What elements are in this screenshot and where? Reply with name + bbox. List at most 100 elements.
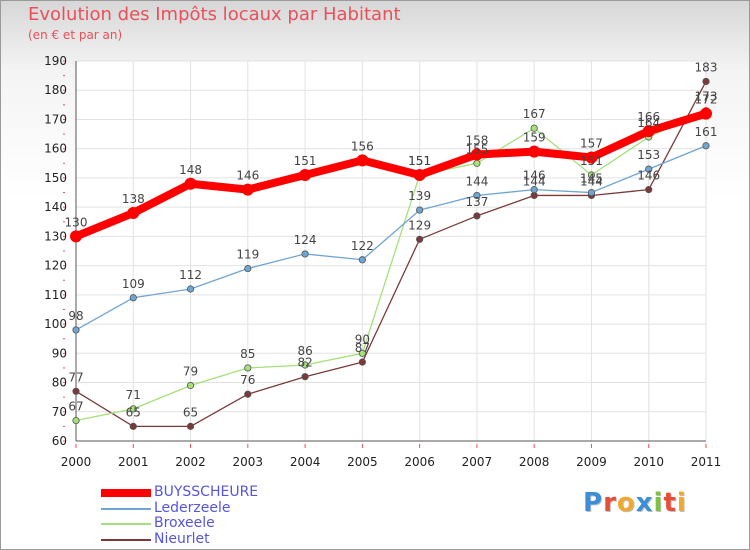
plot-area xyxy=(76,61,706,441)
data-label-lederzeele: 122 xyxy=(351,239,374,253)
series-line-nieurlet xyxy=(75,80,707,428)
chart-title: Evolution des Impôts locaux par Habitant xyxy=(28,4,401,25)
data-label-buysscheure: 151 xyxy=(408,154,431,168)
data-label-buysscheure: 166 xyxy=(637,110,660,124)
y-tick-label: 170 xyxy=(44,112,67,126)
data-point-broxeele xyxy=(587,171,596,179)
chart-subtitle: (en € et par an) xyxy=(28,28,123,42)
legend-swatch xyxy=(101,523,151,525)
data-point-buysscheure xyxy=(299,169,312,181)
data-label-lederzeele: 139 xyxy=(408,189,431,203)
x-tick-label: 2009 xyxy=(576,455,607,469)
data-label-nieurlet: 76 xyxy=(240,373,255,387)
data-label-nieurlet: 129 xyxy=(408,218,431,232)
series-line-buysscheure xyxy=(72,109,710,241)
data-label-buysscheure: 130 xyxy=(65,215,88,229)
data-label-lederzeele: 109 xyxy=(122,277,145,291)
data-point-nieurlet xyxy=(186,422,195,430)
data-label-nieurlet: 65 xyxy=(183,405,198,419)
data-labels: 130 138 148 146 151 156 151 158 159 157 166 172 98 10… xyxy=(65,60,718,419)
data-point-nieurlet xyxy=(416,235,424,243)
data-point-lederzeele xyxy=(587,188,596,197)
data-point-broxeele xyxy=(244,364,252,372)
data-label-lederzeele: 161 xyxy=(695,125,718,139)
logo-letter: r xyxy=(603,488,617,518)
x-tick-label: 2004 xyxy=(290,455,321,469)
data-point-buysscheure xyxy=(70,230,82,243)
data-label-nieurlet: 144 xyxy=(523,174,546,188)
logo-letter: x xyxy=(635,488,654,518)
series-line-lederzeele xyxy=(75,145,707,331)
x-tick-label: 2008 xyxy=(519,455,550,469)
y-tick-label: 90 xyxy=(52,346,67,360)
data-point-broxeele xyxy=(473,159,481,167)
legend-item-buysscheure: BUYSSCHEURE xyxy=(101,484,321,501)
data-label-broxeele: 151 xyxy=(580,154,603,168)
data-label-lederzeele: 124 xyxy=(294,233,317,247)
legend-item-nieurlet: Nieurlet xyxy=(101,531,321,548)
x-tick-label: 2007 xyxy=(462,455,493,469)
data-label-lederzeele: 144 xyxy=(465,174,488,188)
data-label-broxeele: 79 xyxy=(183,364,198,378)
y-tick-label: 190 xyxy=(44,54,67,68)
data-label-buysscheure: 156 xyxy=(351,139,374,153)
grid xyxy=(75,60,707,442)
data-point-nieurlet xyxy=(702,77,710,86)
y-tick-label: 110 xyxy=(44,288,67,302)
x-tick-label: 2010 xyxy=(633,455,664,469)
legend: BUYSSCHEURE Lederzeele Broxeele Nieurlet xyxy=(101,484,321,548)
data-label-buysscheure: 138 xyxy=(122,192,145,206)
logo-letter: o xyxy=(616,488,636,518)
data-point-lederzeele xyxy=(301,250,309,258)
axes: 6070809010011012013014015016017018019020… xyxy=(44,54,721,469)
data-label-broxeele: 155 xyxy=(465,142,488,156)
series-group xyxy=(70,77,712,430)
data-point-nieurlet xyxy=(129,422,137,430)
data-label-nieurlet: 183 xyxy=(695,60,718,74)
data-point-buysscheure xyxy=(184,177,197,190)
data-label-lederzeele: 98 xyxy=(68,309,83,323)
data-point-buysscheure xyxy=(127,207,140,219)
data-point-broxeele xyxy=(301,361,309,369)
data-point-broxeele xyxy=(186,381,195,390)
legend-swatch xyxy=(101,507,151,510)
legend-item-broxeele: Broxeele xyxy=(101,515,321,532)
data-label-lederzeele: 119 xyxy=(236,248,259,262)
data-point-lederzeele xyxy=(645,165,653,173)
logo-letter: P xyxy=(583,488,604,518)
data-point-buysscheure xyxy=(470,148,483,161)
data-point-lederzeele xyxy=(530,186,538,194)
data-point-broxeele xyxy=(530,124,538,132)
y-tick-label: 120 xyxy=(44,259,67,273)
data-point-buysscheure xyxy=(413,169,426,181)
proxiti-logo: Proxiti xyxy=(583,488,687,518)
legend-label: Broxeele xyxy=(154,515,215,531)
data-point-lederzeele xyxy=(129,294,137,302)
y-tick-label: 130 xyxy=(44,229,67,243)
data-label-nieurlet: 65 xyxy=(126,405,141,419)
data-point-buysscheure xyxy=(356,154,369,167)
data-label-nieurlet: 77 xyxy=(68,370,83,384)
data-label-broxeele: 86 xyxy=(297,344,312,358)
x-tick-label: 2001 xyxy=(118,455,149,469)
data-point-lederzeele xyxy=(702,142,710,150)
data-point-broxeele xyxy=(358,349,366,357)
data-label-buysscheure: 146 xyxy=(236,169,259,183)
y-tick-label: 160 xyxy=(44,142,67,156)
legend-item-lederzeele: Lederzeele xyxy=(101,500,321,517)
y-tick-label: 150 xyxy=(44,171,67,185)
data-point-nieurlet xyxy=(301,373,309,381)
data-label-broxeele: 173 xyxy=(695,90,718,104)
data-label-lederzeele: 146 xyxy=(523,169,546,183)
data-point-lederzeele xyxy=(358,256,366,264)
x-tick-label: 2000 xyxy=(61,455,92,469)
data-label-broxeele: 164 xyxy=(637,116,660,130)
x-tick-label: 2002 xyxy=(175,455,206,469)
data-point-buysscheure xyxy=(642,125,655,138)
logo-letter: i xyxy=(676,488,687,518)
data-label-broxeele: 151 xyxy=(408,154,431,168)
data-label-broxeele: 90 xyxy=(355,332,370,346)
data-label-broxeele: 71 xyxy=(126,388,141,402)
